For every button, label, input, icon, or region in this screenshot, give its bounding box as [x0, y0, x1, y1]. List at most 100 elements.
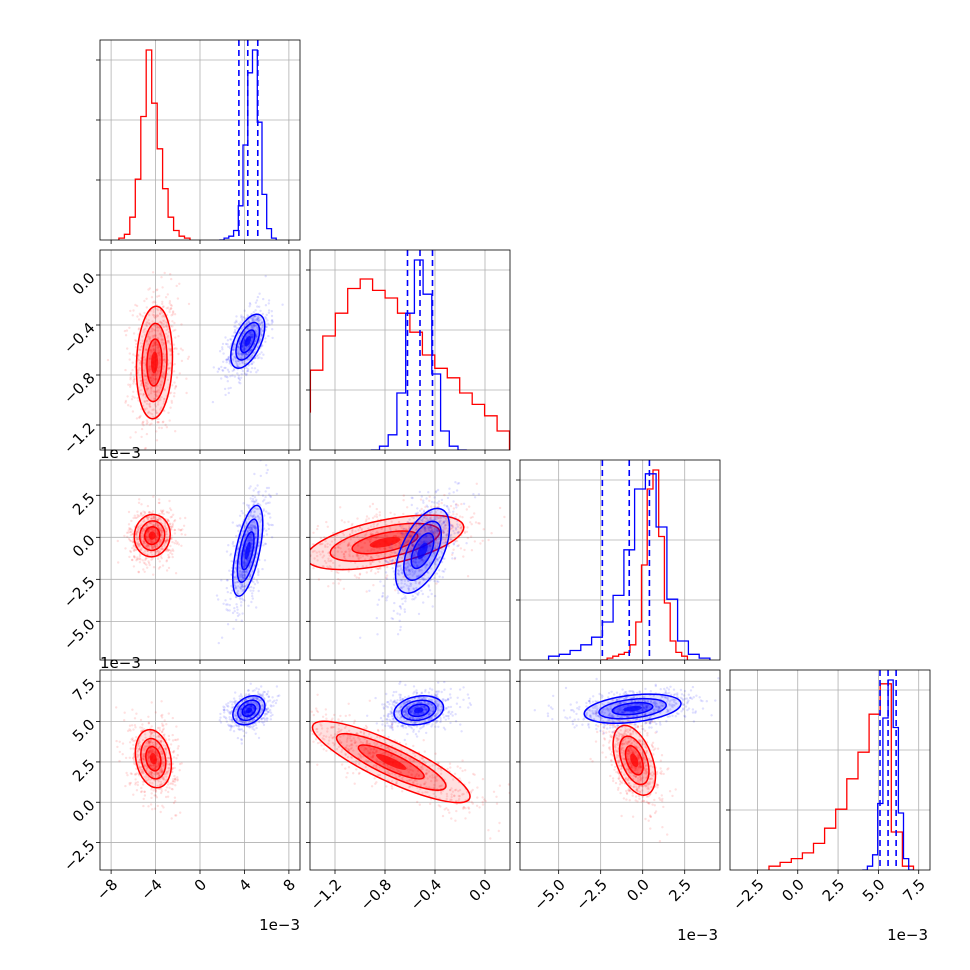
scatter-point	[242, 352, 245, 356]
scatter-point	[346, 544, 350, 547]
scatter-point	[169, 303, 172, 307]
scatter-point	[232, 348, 235, 352]
scatter-point	[231, 611, 235, 615]
scatter-point	[152, 523, 155, 527]
scatter-point	[270, 314, 274, 318]
scatter-point	[182, 524, 186, 527]
scatter-point	[430, 516, 433, 519]
scatter-point	[145, 385, 148, 388]
scatter-point	[444, 540, 447, 544]
scatter-point	[145, 387, 148, 390]
scatter-point	[239, 382, 242, 385]
scatter-point	[241, 543, 244, 546]
scatter-point	[142, 361, 145, 365]
scatter-point	[140, 786, 143, 790]
scatter-point	[169, 325, 173, 328]
scatter-point	[240, 584, 243, 587]
scatter-point	[419, 542, 423, 546]
scatter-point	[165, 328, 168, 332]
scatter-point	[235, 618, 238, 622]
scatter-point	[137, 328, 140, 331]
scatter-point	[147, 545, 151, 548]
scatter-point	[469, 521, 472, 524]
scatter-point	[235, 560, 238, 563]
scatter-point	[241, 316, 244, 319]
scatter-point	[358, 526, 362, 529]
scatter-point	[399, 605, 402, 608]
scatter-point	[377, 598, 381, 601]
scatter-point	[343, 521, 346, 524]
scatter-point	[412, 516, 415, 520]
scatter-point	[242, 344, 245, 347]
scatter-point	[250, 326, 253, 330]
scatter-point	[246, 558, 250, 561]
scatter-point	[250, 528, 253, 531]
scatter-point	[168, 419, 171, 422]
scatter-point	[163, 388, 166, 391]
scatter-point	[134, 548, 138, 552]
scatter-point	[237, 352, 240, 355]
scatter-point	[399, 607, 403, 610]
scatter-point	[166, 519, 170, 523]
scatter-point	[257, 318, 260, 321]
scatter-point	[450, 538, 453, 541]
scatter-point	[238, 342, 241, 346]
scatter-point	[267, 334, 270, 338]
scatter-point	[372, 525, 376, 528]
scatter-point	[152, 515, 155, 518]
scatter-point	[289, 568, 291, 570]
scatter-point	[136, 315, 139, 318]
scatter-point	[148, 357, 152, 361]
scatter-point	[131, 410, 135, 413]
scatter-point	[141, 529, 144, 533]
scatter-point	[151, 546, 154, 549]
scatter-point	[218, 368, 221, 371]
scatter-point	[431, 605, 434, 608]
scatter-point	[156, 532, 160, 536]
scatter-point	[142, 757, 145, 760]
contour-blue-0-1-1	[239, 329, 256, 354]
scatter-point	[153, 341, 156, 344]
scatter-point	[420, 507, 423, 511]
scatter-point	[317, 578, 321, 581]
scatter-point	[257, 316, 260, 320]
scatter-point	[128, 555, 131, 559]
scatter-point	[138, 514, 141, 518]
scatter-point	[144, 396, 147, 399]
scatter-point	[150, 546, 154, 549]
scatter-point	[347, 520, 350, 523]
scatter-point	[245, 335, 248, 338]
scatter-point	[167, 537, 170, 541]
scatter-point	[240, 316, 243, 319]
scatter-point	[265, 325, 268, 329]
scatter-point	[441, 536, 444, 539]
scatter-point	[145, 557, 148, 560]
scatter-point	[252, 361, 255, 364]
scatter-point	[142, 539, 145, 542]
scatter-point	[141, 723, 144, 726]
scatter-point	[404, 595, 407, 598]
scatter-point	[117, 561, 120, 564]
scatter-point	[164, 540, 167, 543]
scatter-point	[449, 538, 452, 541]
scatter-point	[419, 519, 422, 522]
scatter-point	[145, 775, 148, 779]
scatter-point	[247, 527, 250, 530]
scatter-point	[247, 504, 251, 507]
scatter-point	[249, 332, 252, 335]
scatter-point	[254, 314, 257, 318]
scatter-point	[140, 523, 143, 526]
scatter-point	[443, 493, 446, 497]
scatter-point	[441, 537, 444, 541]
scatter-point	[180, 323, 183, 326]
scatter-point	[433, 576, 436, 580]
scatter-point	[250, 542, 254, 545]
scatter-point	[361, 546, 364, 549]
scatter-point	[146, 421, 149, 424]
scatter-point	[136, 396, 139, 400]
scatter-point	[144, 348, 147, 351]
scatter-point	[250, 526, 253, 530]
scatter-point	[412, 560, 416, 563]
scatter-point	[401, 547, 404, 550]
scatter-point	[429, 513, 432, 516]
